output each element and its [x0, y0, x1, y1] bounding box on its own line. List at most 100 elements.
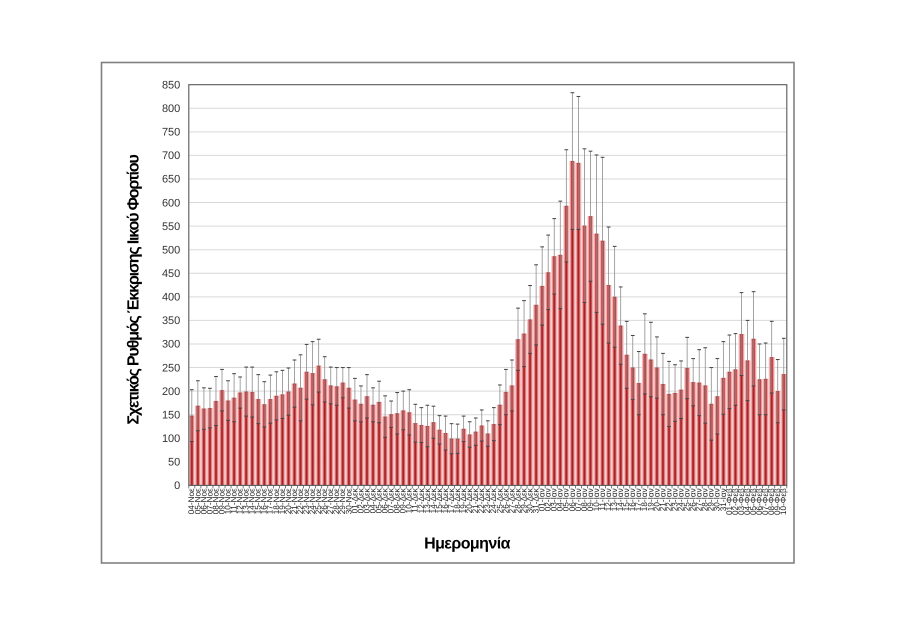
- svg-text:Σχετικός Ρυθμός Έκκρισης Ιικού: Σχετικός Ρυθμός Έκκρισης Ιικού Φορτίου: [124, 155, 142, 425]
- svg-text:Ημερομηνία: Ημερομηνία: [424, 536, 511, 553]
- svg-text:01-Φεβ: 01-Φεβ: [725, 488, 734, 515]
- svg-text:04-Νοε: 04-Νοε: [187, 488, 196, 514]
- svg-text:06-Νοε: 06-Νοε: [199, 488, 208, 514]
- svg-text:02-Φεβ: 02-Φεβ: [731, 488, 740, 515]
- svg-text:27-Δεκ: 27-Δεκ: [507, 487, 516, 513]
- svg-text:15-Ιαν: 15-Ιαν: [622, 488, 631, 511]
- svg-text:12-Δεκ: 12-Δεκ: [417, 487, 426, 513]
- svg-text:28-Νοε: 28-Νοε: [332, 488, 341, 514]
- svg-text:29-Ιαν: 29-Ιαν: [707, 488, 716, 511]
- svg-text:07-Νοε: 07-Νοε: [205, 488, 214, 514]
- svg-text:22-Ιαν: 22-Ιαν: [664, 488, 673, 511]
- svg-text:10-Ιαν: 10-Ιαν: [592, 488, 601, 511]
- svg-text:13-Δεκ: 13-Δεκ: [423, 487, 432, 513]
- svg-text:06-Φεβ: 06-Φεβ: [755, 488, 764, 515]
- svg-text:18-Δεκ: 18-Δεκ: [453, 487, 462, 513]
- svg-text:18-Ιαν: 18-Ιαν: [640, 488, 649, 511]
- svg-text:10-Φεβ: 10-Φεβ: [779, 488, 788, 515]
- svg-text:08-Φεβ: 08-Φεβ: [767, 488, 776, 515]
- svg-text:21-Ιαν: 21-Ιαν: [658, 488, 667, 511]
- svg-text:11-Δεκ: 11-Δεκ: [411, 487, 420, 512]
- svg-text:16-Ιαν: 16-Ιαν: [628, 488, 637, 511]
- svg-text:350: 350: [162, 315, 180, 327]
- svg-text:06-Δεκ: 06-Δεκ: [381, 487, 390, 513]
- svg-text:08-Νοε: 08-Νοε: [211, 488, 220, 514]
- svg-text:22-Δεκ: 22-Δεκ: [477, 487, 486, 513]
- svg-text:17-Ιαν: 17-Ιαν: [634, 488, 643, 511]
- svg-text:05-Νοε: 05-Νοε: [193, 488, 202, 514]
- svg-text:13-Ιαν: 13-Ιαν: [610, 488, 619, 511]
- svg-text:26-Δεκ: 26-Δεκ: [501, 487, 510, 513]
- svg-text:250: 250: [162, 362, 180, 374]
- svg-text:400: 400: [162, 292, 180, 304]
- svg-text:19-Δεκ: 19-Δεκ: [459, 487, 468, 513]
- svg-text:14-Δεκ: 14-Δεκ: [429, 487, 438, 513]
- svg-text:26-Ιαν: 26-Ιαν: [689, 488, 698, 511]
- svg-text:12-Ιαν: 12-Ιαν: [604, 488, 613, 511]
- svg-text:300: 300: [162, 339, 180, 351]
- svg-text:16-Νοε: 16-Νοε: [260, 488, 269, 514]
- svg-text:03-Δεκ: 03-Δεκ: [362, 487, 371, 513]
- svg-text:15-Νοε: 15-Νοε: [254, 488, 263, 514]
- svg-text:600: 600: [162, 197, 180, 209]
- svg-text:10-Νοε: 10-Νοε: [223, 488, 232, 514]
- svg-text:01-Ιαν: 01-Ιαν: [538, 488, 547, 511]
- svg-text:31-Δεκ: 31-Δεκ: [532, 487, 541, 513]
- svg-text:24-Δεκ: 24-Δεκ: [489, 487, 498, 513]
- svg-text:550: 550: [162, 221, 180, 233]
- svg-text:27-Νοε: 27-Νοε: [326, 488, 335, 514]
- svg-text:23-Δεκ: 23-Δεκ: [483, 487, 492, 513]
- svg-text:03-Ιαν: 03-Ιαν: [550, 488, 559, 511]
- svg-text:09-Ιαν: 09-Ιαν: [586, 488, 595, 511]
- svg-text:29-Δεκ: 29-Δεκ: [519, 487, 528, 513]
- svg-text:700: 700: [162, 150, 180, 162]
- svg-text:13-Νοε: 13-Νοε: [242, 488, 251, 514]
- svg-text:07-Ιαν: 07-Ιαν: [574, 488, 583, 511]
- svg-text:29-Νοε: 29-Νοε: [338, 488, 347, 514]
- svg-text:08-Δεκ: 08-Δεκ: [393, 487, 402, 513]
- svg-text:19-Ιαν: 19-Ιαν: [646, 488, 655, 511]
- svg-text:150: 150: [162, 409, 180, 421]
- svg-text:25-Ιαν: 25-Ιαν: [683, 488, 692, 511]
- svg-text:09-Φεβ: 09-Φεβ: [773, 488, 782, 515]
- svg-text:30-Ιαν: 30-Ιαν: [713, 488, 722, 511]
- svg-text:27-Ιαν: 27-Ιαν: [695, 488, 704, 511]
- svg-text:10-Δεκ: 10-Δεκ: [405, 487, 414, 513]
- svg-text:04-Ιαν: 04-Ιαν: [556, 488, 565, 511]
- svg-text:14-Νοε: 14-Νοε: [248, 488, 257, 514]
- svg-text:31-Ιαν: 31-Ιαν: [719, 488, 728, 511]
- svg-text:06-Ιαν: 06-Ιαν: [568, 488, 577, 511]
- svg-text:02-Δεκ: 02-Δεκ: [356, 487, 365, 513]
- svg-text:04-Φεβ: 04-Φεβ: [743, 488, 752, 515]
- svg-text:14-Ιαν: 14-Ιαν: [616, 488, 625, 511]
- svg-text:07-Δεκ: 07-Δεκ: [387, 487, 396, 513]
- svg-text:08-Ιαν: 08-Ιαν: [580, 488, 589, 511]
- svg-text:20-Ιαν: 20-Ιαν: [652, 488, 661, 511]
- svg-text:19-Νοε: 19-Νοε: [278, 488, 287, 514]
- svg-text:11-Ιαν: 11-Ιαν: [598, 488, 607, 510]
- svg-text:0: 0: [174, 480, 180, 492]
- svg-text:07-Φεβ: 07-Φεβ: [761, 488, 770, 515]
- svg-text:24-Νοε: 24-Νοε: [308, 488, 317, 514]
- svg-text:11-Νοε: 11-Νοε: [230, 488, 239, 514]
- svg-text:850: 850: [162, 79, 180, 91]
- svg-text:28-Δεκ: 28-Δεκ: [513, 487, 522, 513]
- svg-text:25-Δεκ: 25-Δεκ: [495, 487, 504, 513]
- svg-text:05-Ιαν: 05-Ιαν: [562, 488, 571, 511]
- svg-text:03-Φεβ: 03-Φεβ: [737, 488, 746, 515]
- svg-text:22-Νοε: 22-Νοε: [296, 488, 305, 514]
- svg-text:21-Νοε: 21-Νοε: [290, 488, 299, 514]
- svg-text:450: 450: [162, 268, 180, 280]
- svg-text:50: 50: [168, 457, 180, 469]
- svg-text:01-Δεκ: 01-Δεκ: [350, 487, 359, 513]
- svg-text:16-Δεκ: 16-Δεκ: [441, 487, 450, 513]
- svg-text:09-Δεκ: 09-Δεκ: [399, 487, 408, 513]
- svg-text:05-Δεκ: 05-Δεκ: [374, 487, 383, 513]
- svg-text:02-Ιαν: 02-Ιαν: [544, 488, 553, 511]
- svg-text:23-Νοε: 23-Νοε: [302, 488, 311, 514]
- svg-text:09-Νοε: 09-Νοε: [217, 488, 226, 514]
- svg-text:17-Δεκ: 17-Δεκ: [447, 487, 456, 513]
- svg-text:200: 200: [162, 386, 180, 398]
- svg-text:26-Νοε: 26-Νοε: [320, 488, 329, 514]
- svg-text:18-Νοε: 18-Νοε: [272, 488, 281, 514]
